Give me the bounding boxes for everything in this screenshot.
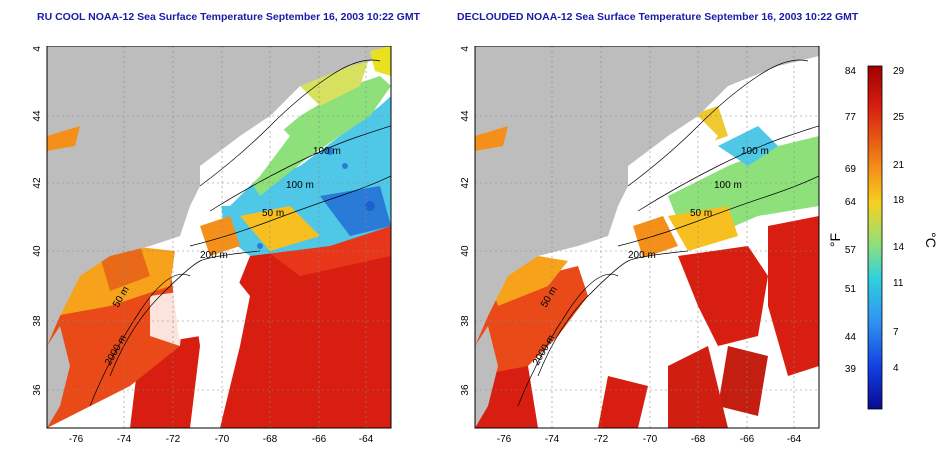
lon-tick: -66 bbox=[740, 434, 755, 445]
lon-tick: -76 bbox=[497, 434, 512, 445]
lat-tick: 36 bbox=[460, 384, 471, 396]
lon-tick: -66 bbox=[312, 434, 327, 445]
contour-label: 100 m bbox=[286, 180, 314, 191]
temperature-colorbar: 84 77 69 64 57 51 44 39 29 25 21 18 14 1… bbox=[800, 60, 950, 420]
right-map-title: DECLOUDED NOAA-12 Sea Surface Temperatur… bbox=[457, 11, 859, 23]
lon-tick: -72 bbox=[166, 434, 181, 445]
lat-tick: 42 bbox=[32, 177, 43, 189]
fahrenheit-tick: 57 bbox=[845, 245, 857, 256]
contour-label: 50 m bbox=[690, 208, 712, 219]
colorbar-gradient bbox=[867, 65, 883, 410]
contour-label: 200 m bbox=[200, 250, 228, 261]
lat-tick: 38 bbox=[460, 315, 471, 327]
lon-tick: -74 bbox=[545, 434, 560, 445]
lat-tick: 40 bbox=[460, 245, 471, 257]
lat-tick: 46 bbox=[32, 46, 43, 52]
celsius-tick: 14 bbox=[893, 242, 905, 253]
lat-tick: 46 bbox=[460, 46, 471, 52]
lon-tick: -72 bbox=[594, 434, 609, 445]
celsius-tick: 11 bbox=[893, 278, 904, 289]
fahrenheit-tick: 39 bbox=[845, 364, 857, 375]
fahrenheit-tick: 69 bbox=[845, 164, 857, 175]
lat-tick: 36 bbox=[32, 384, 43, 396]
lat-tick: 44 bbox=[460, 110, 471, 122]
left-sst-map: 100 m 100 m 50 m 200 m 50 m 2000 m 46 44… bbox=[0, 46, 400, 446]
contour-label: 200 m bbox=[628, 250, 656, 261]
celsius-tick: 21 bbox=[893, 160, 905, 171]
lat-tick: 44 bbox=[32, 110, 43, 122]
contour-label: 100 m bbox=[313, 146, 341, 157]
left-map-title: RU COOL NOAA-12 Sea Surface Temperature … bbox=[37, 11, 421, 23]
celsius-tick: 25 bbox=[893, 112, 905, 123]
lat-tick: 42 bbox=[460, 177, 471, 189]
fahrenheit-tick: 64 bbox=[845, 197, 857, 208]
fahrenheit-tick: 84 bbox=[845, 66, 857, 77]
lon-tick: -64 bbox=[359, 434, 374, 445]
contour-label: 100 m bbox=[741, 146, 769, 157]
right-sst-map: 100 m 100 m 50 m 200 m 50 m 2000 m 46 44… bbox=[428, 46, 828, 446]
celsius-tick: 7 bbox=[893, 327, 899, 338]
fahrenheit-tick: 44 bbox=[845, 332, 857, 343]
celsius-unit-label: °C bbox=[923, 232, 939, 248]
celsius-tick: 18 bbox=[893, 195, 905, 206]
lon-tick: -76 bbox=[69, 434, 84, 445]
lon-tick: -70 bbox=[215, 434, 230, 445]
contour-label: 100 m bbox=[714, 180, 742, 191]
lat-tick: 38 bbox=[32, 315, 43, 327]
celsius-tick: 29 bbox=[893, 66, 905, 77]
lon-tick: -70 bbox=[643, 434, 658, 445]
lon-tick: -68 bbox=[691, 434, 706, 445]
fahrenheit-unit-label: °F bbox=[827, 233, 843, 247]
fahrenheit-tick: 51 bbox=[845, 284, 857, 295]
contour-label: 50 m bbox=[262, 208, 284, 219]
lon-tick: -64 bbox=[787, 434, 802, 445]
fahrenheit-tick: 77 bbox=[845, 112, 857, 123]
lat-tick: 40 bbox=[32, 245, 43, 257]
lon-tick: -68 bbox=[263, 434, 278, 445]
celsius-tick: 4 bbox=[893, 363, 899, 374]
lon-tick: -74 bbox=[117, 434, 132, 445]
